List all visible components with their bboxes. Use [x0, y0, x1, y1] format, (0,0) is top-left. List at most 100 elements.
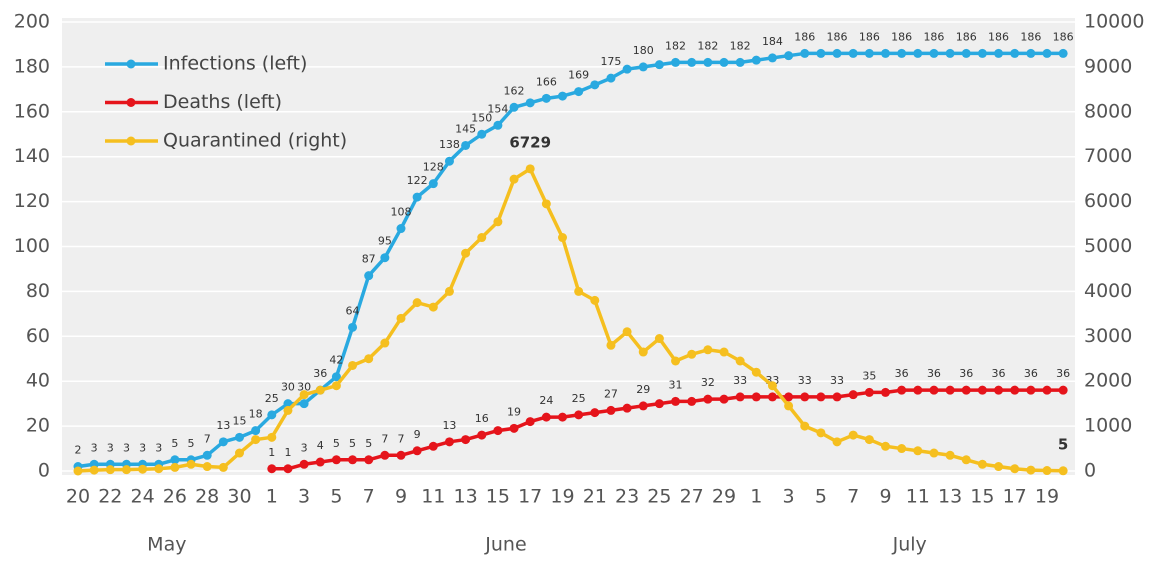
point [348, 455, 358, 465]
point [541, 412, 551, 422]
x-tick-label: 3 [783, 486, 795, 508]
point [428, 302, 438, 312]
point [251, 426, 261, 436]
data-label: 1 [284, 446, 291, 459]
y-tick-label: 60 [26, 325, 50, 347]
point [784, 401, 794, 411]
y2-tick-label: 10000 [1084, 11, 1144, 33]
point [800, 48, 810, 58]
point [929, 448, 939, 458]
point [897, 48, 907, 58]
data-label: 186 [988, 30, 1009, 43]
point [832, 48, 842, 58]
point [412, 192, 422, 202]
point [428, 441, 438, 451]
point [784, 392, 794, 402]
y2-tick-label: 7000 [1084, 145, 1132, 167]
point [832, 392, 842, 402]
point [121, 465, 131, 475]
data-label: 36 [1056, 367, 1070, 380]
data-label: 145 [455, 122, 476, 135]
point [961, 48, 971, 58]
data-label: 30 [297, 381, 311, 394]
point [1042, 48, 1052, 58]
x-tick-label: 7 [363, 486, 375, 508]
data-label: 33 [733, 374, 747, 387]
y2-tick-label: 2000 [1084, 370, 1132, 392]
data-label: 87 [362, 253, 376, 266]
x-tick-label: 13 [454, 486, 478, 508]
y-tick-label: 200 [14, 11, 50, 33]
point [622, 403, 632, 413]
legend-marker [126, 136, 136, 146]
point [299, 459, 309, 469]
y2-tick-label: 8000 [1084, 100, 1132, 122]
point [703, 345, 713, 355]
x-tick-label: 5 [815, 486, 827, 508]
point [897, 385, 907, 395]
point [687, 349, 697, 359]
point [590, 295, 600, 305]
data-label: 186 [794, 30, 815, 43]
point [654, 334, 664, 344]
data-label: 15 [233, 414, 247, 427]
point [89, 465, 99, 475]
data-label: 150 [471, 111, 492, 124]
point [848, 390, 858, 400]
point [364, 354, 374, 364]
point [751, 367, 761, 377]
point [315, 457, 325, 467]
data-label: 36 [927, 367, 941, 380]
x-tick-label: 25 [647, 486, 671, 508]
point [622, 64, 632, 74]
point [864, 48, 874, 58]
point [574, 410, 584, 420]
point [929, 48, 939, 58]
x-tick-label: 9 [395, 486, 407, 508]
point [590, 80, 600, 90]
data-label: 186 [1020, 30, 1041, 43]
x-tick-label: 20 [66, 486, 90, 508]
point [574, 286, 584, 296]
point [1026, 385, 1036, 395]
data-label: 162 [504, 84, 525, 97]
x-tick-label: 17 [1003, 486, 1027, 508]
point [267, 432, 277, 442]
point [574, 87, 584, 97]
point [202, 462, 212, 472]
data-label: 5 [1058, 435, 1068, 453]
point [380, 338, 390, 348]
data-label: 30 [281, 381, 295, 394]
data-label: 3 [123, 441, 130, 454]
data-label: 13 [216, 419, 230, 432]
point [751, 392, 761, 402]
data-label: 3 [155, 441, 162, 454]
x-tick-label: 22 [98, 486, 122, 508]
point [541, 199, 551, 209]
data-label: 1 [268, 446, 275, 459]
data-label: 36 [992, 367, 1006, 380]
point [380, 253, 390, 263]
y-tick-label: 40 [26, 370, 50, 392]
data-label: 122 [407, 174, 428, 187]
data-label: 186 [1053, 30, 1074, 43]
point [218, 437, 228, 447]
point [558, 412, 567, 422]
x-tick-label: 15 [486, 486, 510, 508]
point [735, 57, 745, 67]
point [929, 385, 939, 395]
point [461, 140, 471, 150]
y-tick-label: 80 [26, 280, 50, 302]
x-tick-label: 1 [750, 486, 762, 508]
point [461, 435, 471, 445]
point [897, 444, 907, 454]
point [767, 53, 777, 63]
point [267, 410, 277, 420]
point [493, 426, 503, 436]
data-label: 36 [313, 367, 327, 380]
point [331, 455, 341, 465]
point [864, 435, 874, 445]
data-label: 27 [604, 387, 618, 400]
data-label: 169 [568, 69, 589, 82]
point [687, 396, 697, 406]
